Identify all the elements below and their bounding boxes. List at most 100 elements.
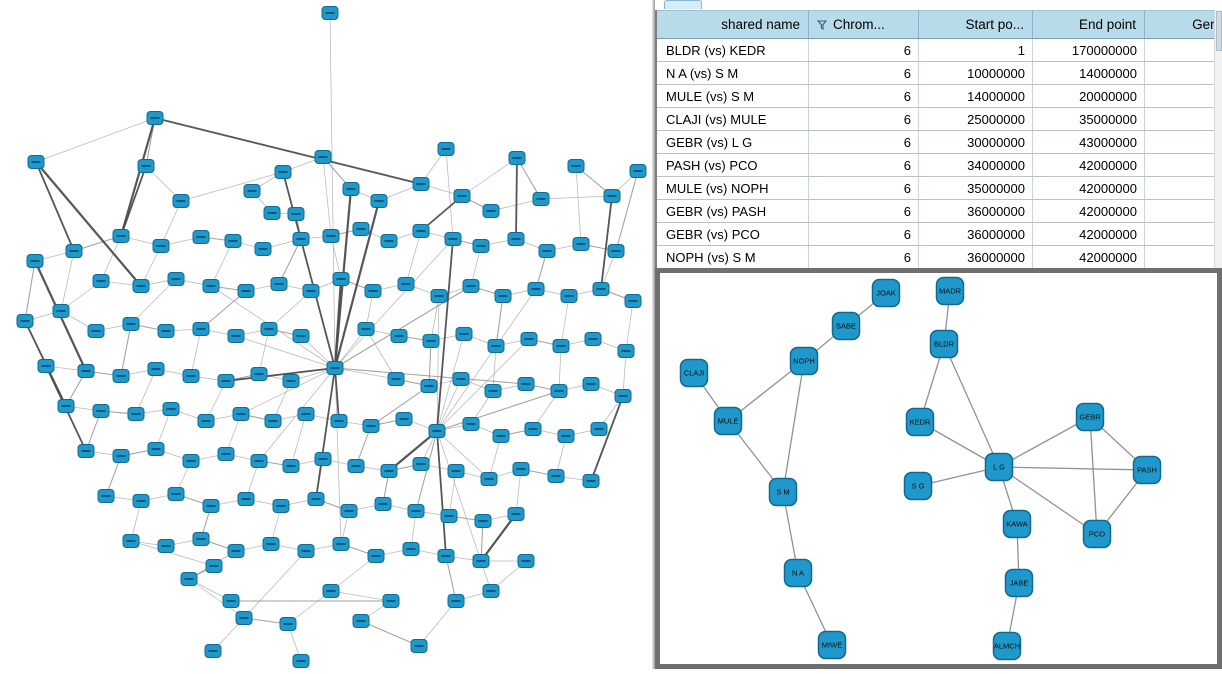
table-cell[interactable]: 6	[809, 154, 919, 177]
network-node-kawa[interactable]: KAWA	[1004, 511, 1031, 538]
table-cell[interactable]: 6	[809, 223, 919, 246]
overview-node[interactable]	[236, 612, 252, 625]
overview-node[interactable]	[438, 143, 454, 156]
overview-node[interactable]	[411, 640, 427, 653]
network-node-jabe[interactable]: JABE	[1006, 570, 1033, 597]
overview-node[interactable]	[528, 283, 544, 296]
overview-node[interactable]	[604, 190, 620, 203]
overview-node[interactable]	[93, 275, 109, 288]
table-cell[interactable]: GEBR (vs) PASH	[656, 200, 809, 223]
table-cell[interactable]: N A (vs) S M	[656, 62, 809, 85]
overview-node[interactable]	[163, 403, 179, 416]
overview-node[interactable]	[288, 208, 304, 221]
network-node-almch[interactable]: ALMCH	[994, 633, 1021, 660]
table-cell[interactable]: 42000000	[1033, 200, 1145, 223]
overview-node[interactable]	[223, 595, 239, 608]
overview-node[interactable]	[78, 365, 94, 378]
network-node-s-g[interactable]: S G	[905, 473, 932, 500]
table-cell[interactable]: 16.9	[1145, 131, 1222, 154]
overview-node[interactable]	[593, 283, 609, 296]
overview-node[interactable]	[448, 595, 464, 608]
table-cell[interactable]: 6.6	[1145, 62, 1222, 85]
table-cell[interactable]: 6	[809, 62, 919, 85]
overview-node[interactable]	[228, 545, 244, 558]
overview-node[interactable]	[17, 315, 33, 328]
overview-node[interactable]	[539, 245, 555, 258]
network-node-l-g[interactable]: L G	[986, 454, 1013, 481]
overview-node[interactable]	[255, 243, 271, 256]
overview-node[interactable]	[225, 235, 241, 248]
overview-node[interactable]	[508, 233, 524, 246]
network-node-sabe[interactable]: SABE	[833, 313, 860, 340]
overview-node[interactable]	[113, 230, 129, 243]
table-row[interactable]: NOPH (vs) S M636000000420000009.9	[656, 246, 1222, 269]
table-cell[interactable]: 8.9	[1145, 200, 1222, 223]
overview-node[interactable]	[431, 290, 447, 303]
network-node-n-a[interactable]: N A	[785, 560, 812, 587]
overview-node[interactable]	[381, 235, 397, 248]
table-cell[interactable]: 30000000	[919, 131, 1033, 154]
overview-node[interactable]	[485, 385, 501, 398]
network-node-gebr[interactable]: GEBR	[1077, 404, 1104, 431]
overview-node[interactable]	[391, 330, 407, 343]
overview-node[interactable]	[293, 233, 309, 246]
overview-node[interactable]	[495, 290, 511, 303]
overview-node[interactable]	[421, 380, 437, 393]
overview-node[interactable]	[509, 152, 525, 165]
overview-node[interactable]	[38, 360, 54, 373]
table-cell[interactable]: 6	[809, 200, 919, 223]
table-cell[interactable]: 42000000	[1033, 154, 1145, 177]
overview-node[interactable]	[283, 460, 299, 473]
table-cell[interactable]: 170000000	[1033, 39, 1145, 62]
table-row[interactable]: GEBR (vs) PASH636000000420000008.9	[656, 200, 1222, 223]
overview-node[interactable]	[561, 290, 577, 303]
overview-node[interactable]	[396, 413, 412, 426]
overview-node[interactable]	[445, 233, 461, 246]
table-row[interactable]: BLDR (vs) KEDR61170000000192.0	[656, 39, 1222, 62]
table-cell[interactable]: 14000000	[919, 85, 1033, 108]
overview-node[interactable]	[315, 453, 331, 466]
overview-node[interactable]	[365, 285, 381, 298]
table-cell[interactable]: NOPH (vs) S M	[656, 246, 809, 269]
table-cell[interactable]: 36000000	[919, 200, 1033, 223]
overview-node[interactable]	[58, 400, 74, 413]
overview-node[interactable]	[123, 535, 139, 548]
overview-node[interactable]	[525, 423, 541, 436]
overview-node[interactable]	[66, 245, 82, 258]
table-cell[interactable]: 10000000	[919, 62, 1033, 85]
overview-node[interactable]	[630, 165, 646, 178]
overview-node[interactable]	[133, 495, 149, 508]
overview-node[interactable]	[343, 183, 359, 196]
overview-node[interactable]	[173, 195, 189, 208]
overview-node[interactable]	[308, 493, 324, 506]
table-cell[interactable]: 36000000	[919, 246, 1033, 269]
overview-node[interactable]	[138, 160, 154, 173]
overview-node[interactable]	[28, 156, 44, 169]
overview-node[interactable]	[553, 340, 569, 353]
network-node-noph[interactable]: NOPH	[791, 348, 818, 375]
overview-node[interactable]	[518, 378, 534, 391]
overview-node[interactable]	[363, 420, 379, 433]
overview-node[interactable]	[463, 418, 479, 431]
table-tab-stub[interactable]	[664, 0, 702, 9]
table-cell[interactable]: 14000000	[1033, 62, 1145, 85]
overview-node[interactable]	[333, 273, 349, 286]
overview-node[interactable]	[398, 278, 414, 291]
table-row[interactable]: GEBR (vs) L G6300000004300000016.9	[656, 131, 1222, 154]
overview-node[interactable]	[413, 458, 429, 471]
overview-node[interactable]	[203, 500, 219, 513]
overview-node[interactable]	[193, 231, 209, 244]
overview-node[interactable]	[218, 448, 234, 461]
column-header-start-po---[interactable]: Start po...	[919, 11, 1033, 39]
overview-node[interactable]	[331, 415, 347, 428]
overview-node[interactable]	[218, 375, 234, 388]
table-cell[interactable]: 11.4	[1145, 154, 1222, 177]
overview-node[interactable]	[315, 151, 331, 164]
overview-node[interactable]	[323, 585, 339, 598]
table-cell[interactable]: 42000000	[1033, 246, 1145, 269]
network-node-madr[interactable]: MADR	[937, 278, 964, 305]
overview-node[interactable]	[413, 225, 429, 238]
overview-node[interactable]	[513, 463, 529, 476]
table-cell[interactable]: 34000000	[919, 154, 1033, 177]
table-cell[interactable]: GEBR (vs) PCO	[656, 223, 809, 246]
